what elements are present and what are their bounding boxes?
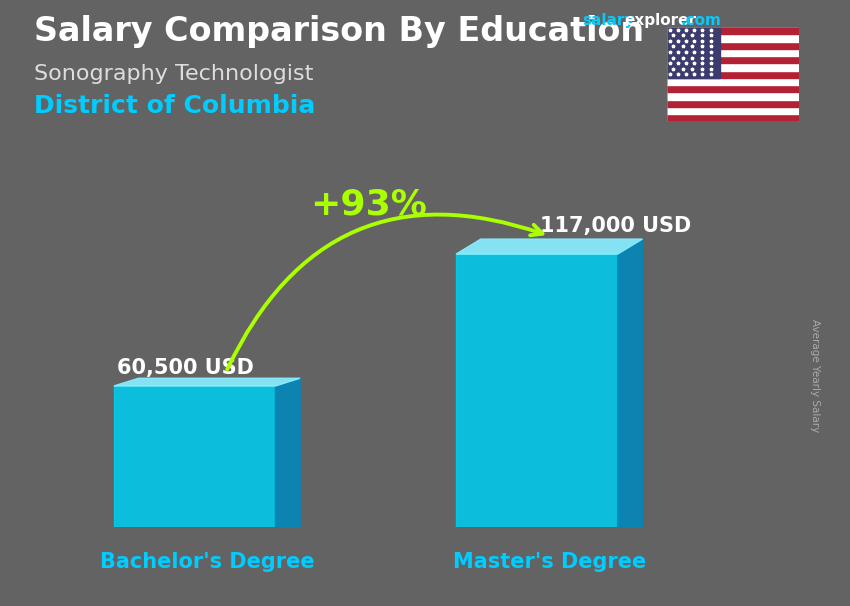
Polygon shape (114, 378, 300, 386)
Bar (667, 78, 799, 85)
Bar (456, 254, 618, 527)
Bar (114, 386, 275, 527)
Bar (667, 99, 799, 107)
Bar (667, 35, 799, 42)
Text: Bachelor's Degree: Bachelor's Degree (99, 553, 314, 573)
Bar (667, 27, 720, 78)
Bar (667, 64, 799, 71)
Bar (667, 71, 799, 78)
Polygon shape (275, 378, 300, 527)
Text: 117,000 USD: 117,000 USD (540, 216, 691, 236)
Text: Average Yearly Salary: Average Yearly Salary (810, 319, 820, 432)
Bar (667, 107, 799, 114)
Text: Master's Degree: Master's Degree (452, 553, 646, 573)
Text: .com: .com (680, 13, 721, 28)
Text: 60,500 USD: 60,500 USD (116, 358, 253, 378)
Bar (667, 49, 799, 56)
Text: salary: salary (582, 13, 635, 28)
Bar (667, 42, 799, 49)
Bar (667, 85, 799, 92)
Bar (667, 92, 799, 99)
Text: District of Columbia: District of Columbia (34, 94, 315, 118)
Text: Sonography Technologist: Sonography Technologist (34, 64, 314, 84)
Bar (667, 27, 799, 35)
Bar (667, 114, 799, 121)
Text: +93%: +93% (310, 187, 427, 221)
Text: explorer: explorer (625, 13, 697, 28)
Text: Salary Comparison By Education: Salary Comparison By Education (34, 15, 644, 48)
Polygon shape (456, 239, 643, 254)
Polygon shape (618, 239, 643, 527)
Bar (667, 56, 799, 64)
